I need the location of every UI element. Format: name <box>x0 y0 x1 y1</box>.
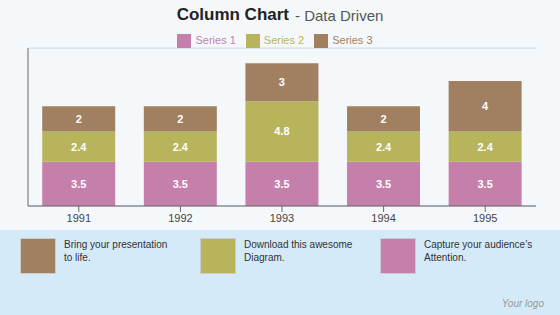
svg-text:2.4: 2.4 <box>477 141 493 153</box>
svg-text:2.4: 2.4 <box>173 141 189 153</box>
svg-text:4: 4 <box>482 100 489 112</box>
svg-text:2.4: 2.4 <box>376 141 392 153</box>
svg-text:2.4: 2.4 <box>71 141 87 153</box>
svg-text:1993: 1993 <box>270 212 294 224</box>
svg-text:1991: 1991 <box>67 212 91 224</box>
svg-text:3.5: 3.5 <box>274 178 289 190</box>
html-text:Download this awesome Diagram.: Download this awesome Diagram. <box>244 239 353 263</box>
svg-text:1994: 1994 <box>371 212 395 224</box>
svg-text:3: 3 <box>279 76 285 88</box>
svg-text:2: 2 <box>177 113 183 125</box>
html-text:Capture your audience’s Attent: Capture your audience’s Attention. <box>424 239 533 263</box>
html-text:Column Chart - Data Driven: Column Chart - Data Driven <box>176 5 384 24</box>
svg-text:1992: 1992 <box>168 212 192 224</box>
html-text:Bring your presentation to lif: Bring your presentation to life. <box>64 239 168 263</box>
svg-text:3.5: 3.5 <box>71 178 86 190</box>
html-text:Series 1: Series 1 <box>195 34 236 46</box>
html-text:Series 2: Series 2 <box>263 34 305 46</box>
svg-text:2: 2 <box>76 113 82 125</box>
svg-text:4.8: 4.8 <box>274 125 289 137</box>
svg-text:1995: 1995 <box>473 212 497 224</box>
html-text:Series 3: Series 3 <box>332 34 373 46</box>
svg-text:3.5: 3.5 <box>376 178 391 190</box>
svg-text:3.5: 3.5 <box>477 178 492 190</box>
html-text:Your logo: Your logo <box>501 298 544 309</box>
svg-text:2: 2 <box>380 113 386 125</box>
svg-text:3.5: 3.5 <box>173 178 188 190</box>
